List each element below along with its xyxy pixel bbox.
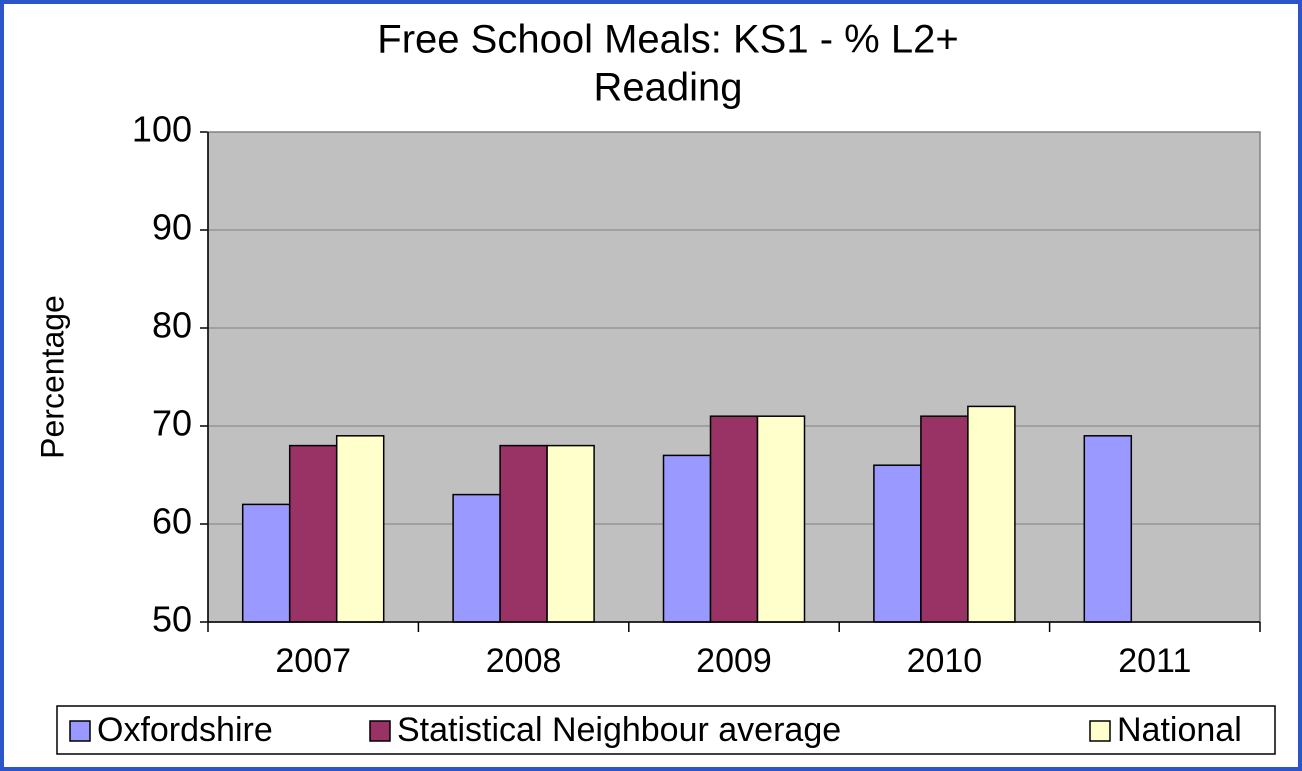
legend [56, 705, 1276, 755]
bar [1083, 435, 1133, 623]
bar [756, 415, 806, 623]
bar [967, 405, 1016, 623]
x-tick-label: 2011 [1118, 642, 1191, 680]
legend-swatch [69, 720, 91, 742]
legend-swatch [1089, 720, 1111, 742]
legend-swatch [369, 720, 391, 742]
bar [499, 444, 548, 623]
bar [920, 415, 969, 623]
chart-title: Free School Meals: KS1 - % L2+ [377, 18, 958, 62]
y-tick-label: 100 [132, 109, 192, 150]
bar [709, 415, 759, 623]
bar [452, 493, 501, 623]
legend-label: Statistical Neighbour average [397, 711, 841, 749]
legend-label: Oxfordshire [97, 711, 273, 749]
x-tick-label: 2008 [486, 642, 562, 680]
y-tick-label: 50 [152, 599, 192, 640]
y-tick-label: 90 [152, 207, 192, 248]
legend-label: National [1117, 711, 1242, 749]
x-tick-label: 2009 [696, 642, 772, 680]
bar [546, 444, 595, 623]
y-tick-label: 70 [152, 403, 192, 444]
chart-title: Reading [593, 66, 742, 110]
y-axis-label: Percentage [34, 295, 70, 459]
x-tick-label: 2010 [907, 642, 983, 680]
y-tick-label: 80 [152, 305, 192, 346]
bar [662, 454, 712, 623]
bar [288, 444, 338, 623]
bar [335, 435, 385, 623]
bar [241, 503, 291, 623]
y-tick-label: 60 [152, 501, 192, 542]
bar [873, 464, 922, 623]
x-tick-label: 2007 [275, 642, 351, 680]
